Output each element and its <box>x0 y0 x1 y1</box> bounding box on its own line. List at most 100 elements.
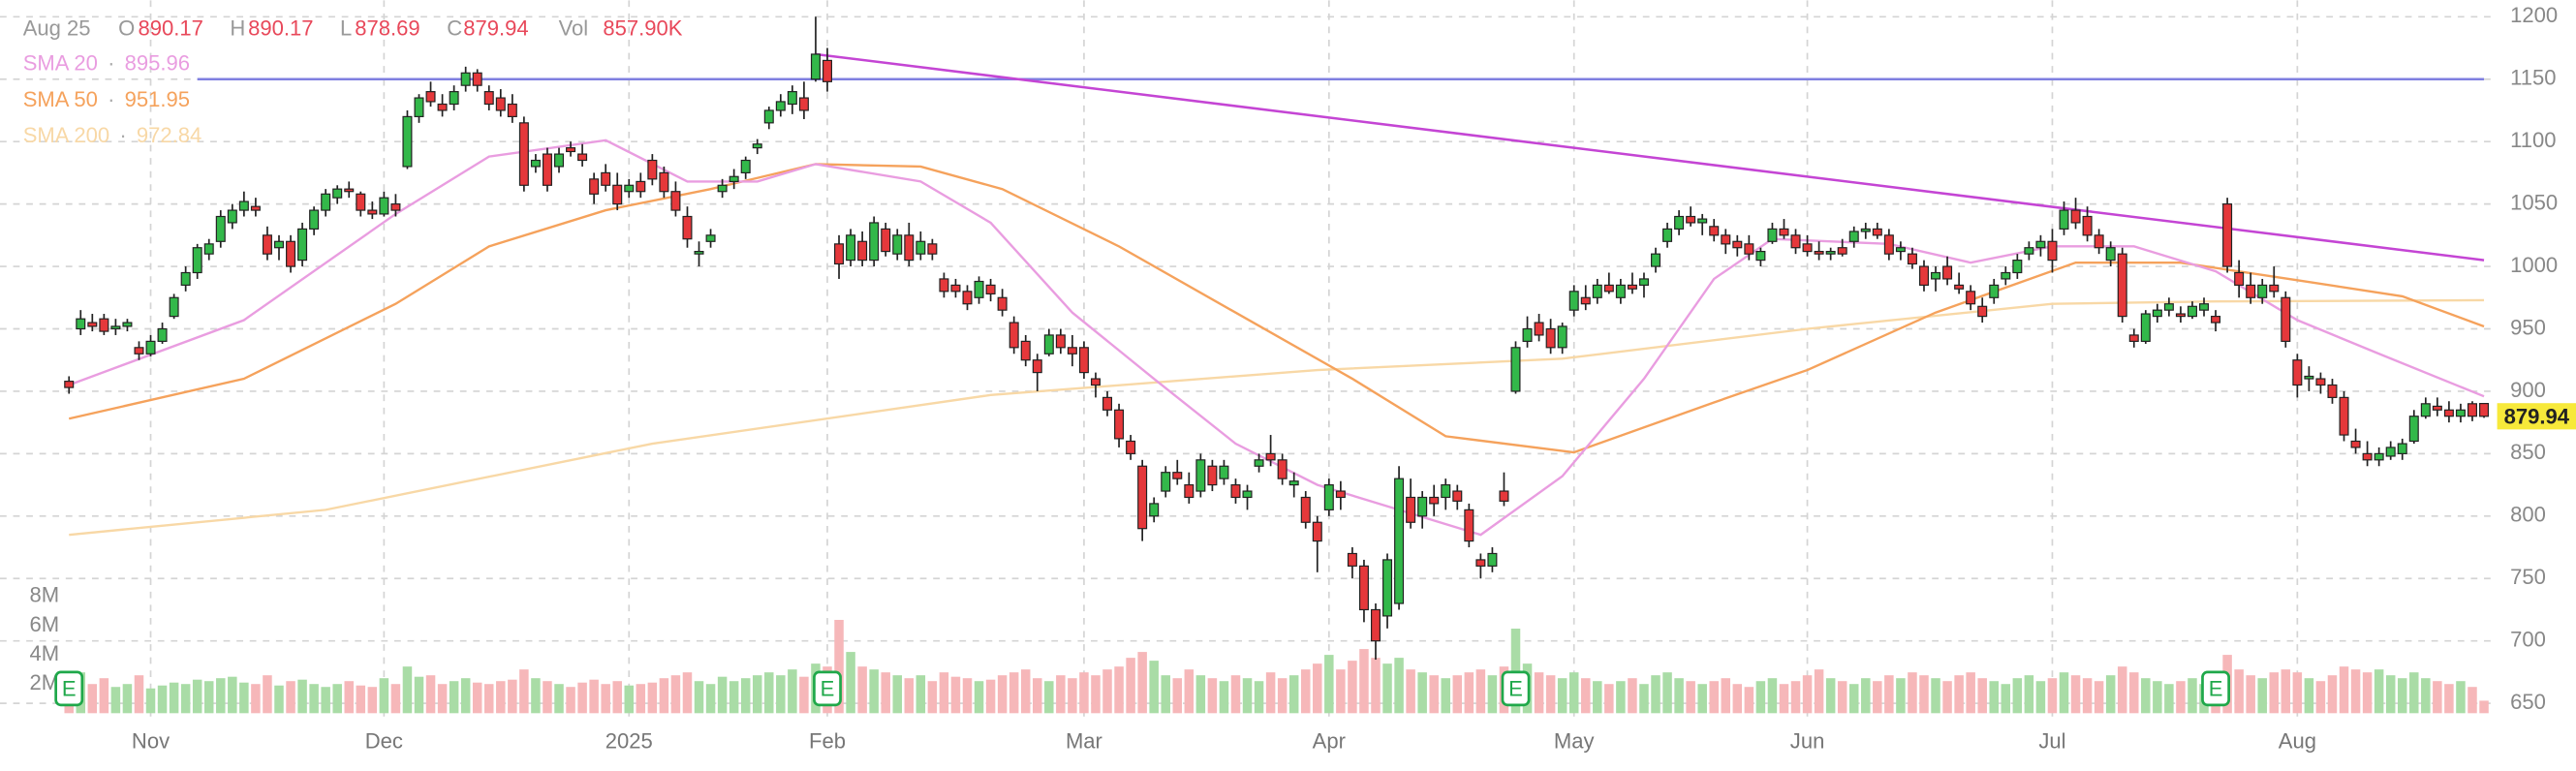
candle-body <box>1114 409 1125 440</box>
candle-body <box>2047 240 2058 262</box>
volume-bar <box>402 666 413 714</box>
candle-body <box>1452 490 1463 502</box>
volume-bar <box>1896 678 1906 714</box>
candle-body <box>180 271 191 286</box>
candle-body <box>1837 247 1847 255</box>
x-tick-label: May <box>1554 729 1595 754</box>
candle-body <box>2397 443 2407 454</box>
candle-body <box>2082 215 2093 236</box>
candle-body <box>483 91 494 106</box>
volume-bar <box>508 679 517 714</box>
candle-body <box>238 200 249 211</box>
volume-bar <box>1172 678 1183 714</box>
candle-body <box>286 240 296 267</box>
last-price-label: 879.94 <box>2504 404 2570 428</box>
candle-body <box>857 240 868 262</box>
volume-bar <box>1721 678 1731 714</box>
candle-body <box>1638 278 1649 286</box>
volume-bar <box>846 652 855 714</box>
candle-body <box>869 222 880 262</box>
volume-bar <box>1406 669 1415 714</box>
volume-bar <box>192 679 202 714</box>
volume-bar <box>2444 684 2454 714</box>
candle-body <box>1464 509 1474 542</box>
earnings-badge: E <box>1501 670 1531 707</box>
candle-body <box>950 284 961 293</box>
candle-body <box>297 228 308 262</box>
candle-body <box>76 318 86 330</box>
candle-body <box>729 175 739 183</box>
candle-body <box>321 193 331 211</box>
volume-bar <box>636 684 646 714</box>
volume-bar <box>1755 681 1766 714</box>
candle-body <box>1674 215 1685 230</box>
volume-bar <box>263 675 272 714</box>
candle-body <box>2281 296 2291 342</box>
candle-body <box>694 250 704 255</box>
volume-bar <box>1744 687 1754 714</box>
volume-bar <box>788 669 797 714</box>
header-field-label: Vol <box>559 16 589 41</box>
volume-bar <box>1336 669 1346 714</box>
volume-bar <box>1348 661 1357 714</box>
candle-body <box>1055 334 1066 349</box>
candle-body <box>134 347 144 355</box>
volume-bar <box>904 678 915 714</box>
volume-bar <box>1848 684 1859 714</box>
candle-body <box>1603 284 1614 293</box>
candle-body <box>2222 203 2233 267</box>
candle-body <box>2467 403 2477 417</box>
volume-bar <box>1942 681 1952 714</box>
candle-body <box>2059 209 2069 230</box>
legend-name: SMA 50 <box>23 87 98 111</box>
candle-body <box>1989 284 2000 298</box>
candle-body <box>1429 496 1440 505</box>
volume-bar <box>1207 678 1218 714</box>
candle-body <box>1883 234 1894 255</box>
volume-bar <box>414 676 424 714</box>
candle-body <box>2012 260 2023 274</box>
volume-bar <box>531 678 541 714</box>
candle-body <box>1966 291 1976 305</box>
volume-bar <box>589 679 599 714</box>
volume-bar <box>729 681 739 714</box>
candle-body <box>2292 359 2303 386</box>
volume-bar <box>554 684 564 714</box>
volume-bar <box>1628 678 1637 714</box>
volume-bar <box>624 685 635 714</box>
candle-body <box>834 243 845 265</box>
candle-body <box>99 318 109 332</box>
volume-bar <box>297 679 307 714</box>
volume-bar <box>87 684 98 714</box>
volume-bar <box>1300 669 1311 714</box>
volume-bar <box>2129 672 2139 714</box>
candle-body <box>717 184 728 193</box>
volume-bar <box>2315 681 2326 714</box>
volume-bar <box>286 681 295 714</box>
volume-bar <box>2164 684 2174 714</box>
volume-bar <box>705 684 716 714</box>
volume-bar <box>1534 672 1544 714</box>
volume-bar <box>309 684 319 714</box>
volume-bar <box>1219 681 1229 714</box>
candle-body <box>460 72 471 86</box>
volume-bar <box>1044 681 1054 714</box>
volume-bar <box>2070 675 2081 714</box>
candle-body <box>566 147 576 153</box>
moving-average-line <box>69 298 2485 537</box>
candle-body <box>1860 228 1871 232</box>
candle-body <box>1300 496 1311 523</box>
candle-body <box>1627 284 1637 290</box>
volume-bar <box>180 684 191 714</box>
candle-body <box>1954 284 1965 290</box>
volume-bar <box>2094 681 2104 714</box>
earnings-badge-box <box>54 670 84 707</box>
earnings-badge-label: E <box>1508 676 1523 700</box>
volume-bar <box>764 672 774 714</box>
volume-bar <box>834 619 844 714</box>
volume-bar <box>321 687 330 714</box>
volume-bar <box>239 682 249 714</box>
legend-entry: SMA 50 · 951.95 <box>23 87 190 111</box>
volume-bar <box>1277 678 1288 714</box>
